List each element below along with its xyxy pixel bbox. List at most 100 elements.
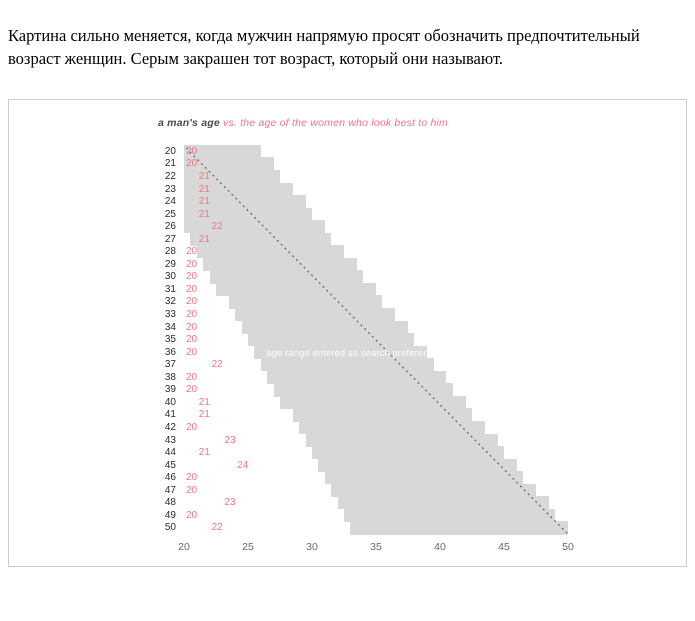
best-age-label: 20 <box>186 509 198 521</box>
search-range-band <box>280 395 466 410</box>
search-range-band <box>248 333 415 347</box>
x-axis-tick-label: 25 <box>242 540 254 553</box>
search-range-band <box>299 420 485 435</box>
best-age-label: 20 <box>186 296 198 308</box>
y-axis-age-label: 23 <box>164 183 176 195</box>
best-age-label: 22 <box>211 522 223 534</box>
best-age-label: 20 <box>186 258 198 270</box>
best-age-label: 21 <box>198 170 210 182</box>
y-axis-age-label: 41 <box>164 409 176 421</box>
x-axis-tick-label: 50 <box>562 540 574 553</box>
y-axis-age-label: 40 <box>164 396 176 408</box>
y-axis-age-label: 48 <box>164 497 176 509</box>
chart-panel: a man's age vs. the age of the women who… <box>8 98 687 567</box>
search-range-band <box>184 220 325 234</box>
x-axis-tick-label: 30 <box>306 540 318 553</box>
search-range-band <box>305 433 498 447</box>
y-axis-age-label: 49 <box>164 509 176 521</box>
best-age-label: 21 <box>198 409 210 421</box>
x-axis-tick-label: 20 <box>178 540 190 553</box>
best-age-label: 20 <box>186 321 198 333</box>
search-range-band <box>312 446 504 460</box>
best-age-label: 20 <box>186 309 198 321</box>
best-age-label: 21 <box>198 447 210 459</box>
y-axis-age-label: 32 <box>164 296 176 308</box>
best-age-label: 20 <box>186 346 198 358</box>
best-age-label: 23 <box>224 434 236 446</box>
best-age-label: 20 <box>186 158 198 170</box>
x-axis-tick-label: 35 <box>370 540 382 553</box>
search-range-band <box>273 383 453 397</box>
best-age-label: 20 <box>186 384 198 396</box>
y-axis-age-label: 28 <box>164 246 176 258</box>
y-axis-age-label: 50 <box>164 522 176 534</box>
x-axis-tick-label: 40 <box>434 540 446 553</box>
search-range-band <box>318 458 517 472</box>
y-axis-age-label: 30 <box>164 271 176 283</box>
search-range-band <box>203 257 357 271</box>
best-age-label: 21 <box>198 196 210 208</box>
y-axis-age-label: 29 <box>164 258 176 270</box>
y-axis-age-label: 39 <box>164 384 176 396</box>
y-axis-age-label: 27 <box>164 233 176 245</box>
chart-title: a man's age vs. the age of the women who… <box>158 117 448 129</box>
y-axis-age-label: 43 <box>164 434 176 446</box>
y-axis-age-label: 46 <box>164 472 176 484</box>
y-axis-age-label: 42 <box>164 421 176 433</box>
best-age-label: 20 <box>186 271 198 283</box>
plot-area: 20 20 21 20 22 21 23 21 24 21 25 21 26 22 27 21 28 20 29 20… <box>9 100 686 566</box>
best-age-label: 22 <box>211 221 223 233</box>
chart-title-secondary: vs. the age of the women who look best t… <box>223 116 448 129</box>
y-axis-age-label: 34 <box>164 321 176 333</box>
search-range-band <box>350 521 568 535</box>
best-age-label: 23 <box>224 497 236 509</box>
y-axis-age-label: 33 <box>164 309 176 321</box>
x-axis-tick-label: 45 <box>498 540 510 553</box>
search-range-band <box>216 282 376 297</box>
best-age-label: 20 <box>186 246 198 258</box>
chart-title-primary: a man's age <box>158 116 220 129</box>
y-axis-age-label: 37 <box>164 359 176 371</box>
search-range-band <box>190 232 332 246</box>
y-axis-age-label: 44 <box>164 447 176 459</box>
search-range-band <box>260 358 434 372</box>
y-axis-age-label: 36 <box>164 346 176 358</box>
y-axis-age-label: 20 <box>164 145 176 157</box>
search-range-band <box>337 496 549 510</box>
y-axis-age-label: 38 <box>164 371 176 383</box>
search-range-band <box>331 483 536 497</box>
search-range-band <box>267 370 447 384</box>
best-age-label: 24 <box>237 459 249 471</box>
best-age-label: 20 <box>186 334 198 346</box>
search-range-band <box>324 471 524 485</box>
search-range-band <box>196 245 344 259</box>
intro-text: Картина сильно меняется, когда мужчин на… <box>8 26 640 69</box>
y-axis-age-label: 35 <box>164 334 176 346</box>
y-axis-age-label: 22 <box>164 170 176 182</box>
page: Картина сильно меняется, когда мужчин на… <box>0 24 695 567</box>
y-axis-age-label: 26 <box>164 221 176 233</box>
y-axis-age-label: 47 <box>164 484 176 496</box>
search-range-band <box>235 308 396 322</box>
best-age-label: 20 <box>186 283 198 295</box>
best-age-label: 20 <box>186 371 198 383</box>
y-axis-age-label: 21 <box>164 158 176 170</box>
search-range-band <box>209 270 364 284</box>
search-range-band <box>344 508 556 523</box>
best-age-label: 21 <box>198 208 210 220</box>
search-range-band <box>184 157 274 171</box>
best-age-label: 21 <box>198 233 210 245</box>
best-age-label: 20 <box>186 472 198 484</box>
best-age-label: 20 <box>186 484 198 496</box>
y-axis-age-label: 31 <box>164 283 176 295</box>
band-annotation: age range entered as search preference <box>266 348 439 359</box>
search-range-band <box>292 408 472 422</box>
y-axis-age-label: 25 <box>164 208 176 220</box>
y-axis-age-label: 24 <box>164 196 176 208</box>
search-range-band <box>241 320 408 334</box>
best-age-label: 20 <box>186 145 198 157</box>
best-age-label: 21 <box>198 183 210 195</box>
search-range-band <box>228 295 383 309</box>
best-age-label: 22 <box>211 359 223 371</box>
best-age-label: 21 <box>198 396 210 408</box>
